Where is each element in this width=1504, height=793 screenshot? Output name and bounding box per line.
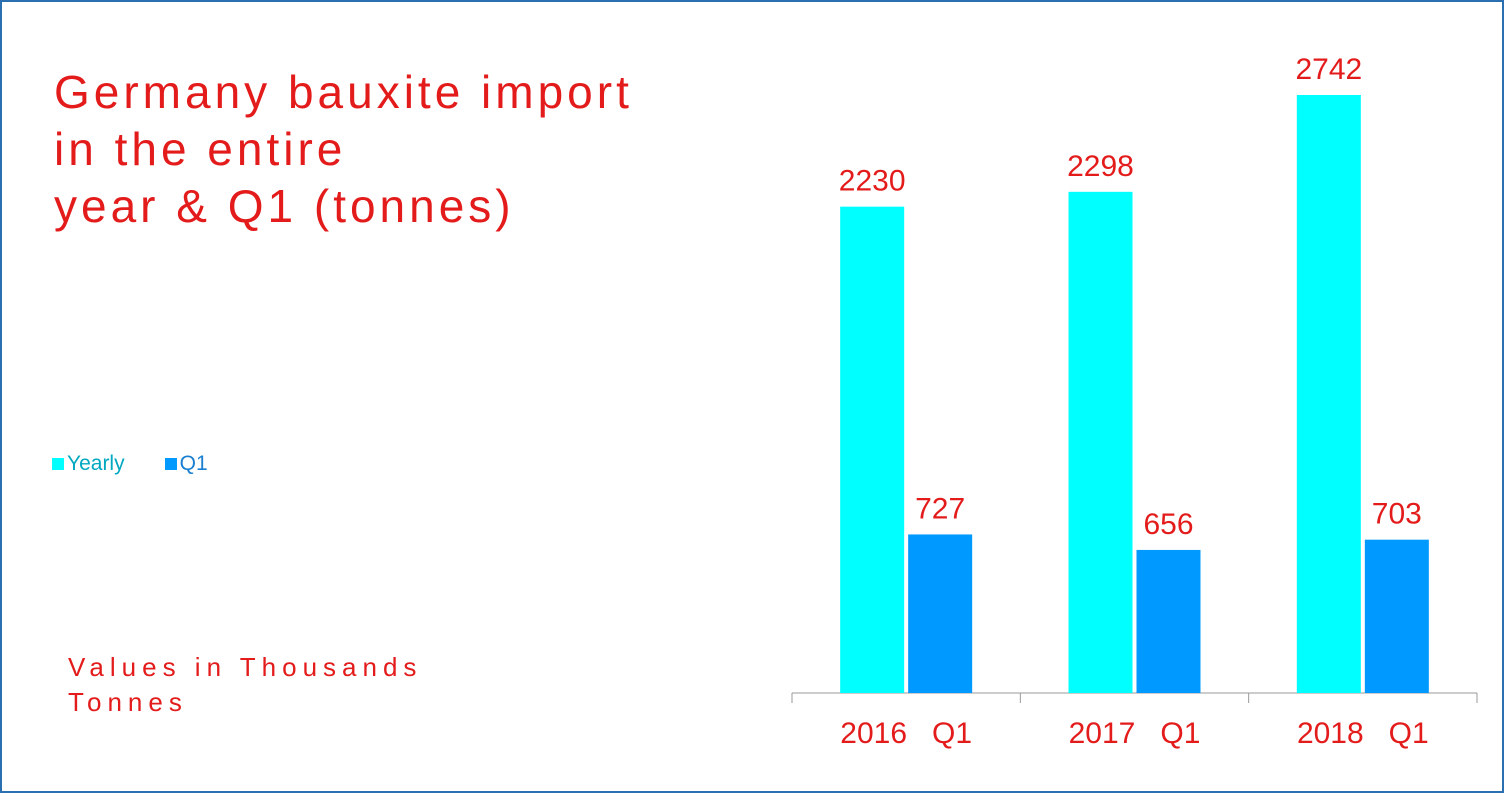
bar (1364, 539, 1429, 693)
value-label: 2742 (1295, 53, 1362, 86)
bar (840, 206, 905, 693)
x-tick-label: 2017 Q1 (1069, 717, 1201, 750)
legend-swatch (52, 458, 64, 470)
x-tick-label: 2016 Q1 (840, 717, 972, 750)
bar (908, 534, 973, 693)
bar (1068, 191, 1133, 693)
legend: Yearly Q1 (52, 452, 208, 476)
chart-title: Germany bauxite import in the entire yea… (54, 66, 633, 232)
legend-label: Q1 (179, 452, 208, 475)
legend-swatch (164, 458, 177, 470)
value-label: 2230 (839, 165, 906, 198)
value-label: 703 (1372, 498, 1422, 531)
x-tick-label: 2018 Q1 (1297, 717, 1429, 750)
bar (1136, 549, 1201, 693)
value-label: 656 (1143, 508, 1193, 541)
unit-note: Values in Thousands Tonnes (68, 652, 423, 717)
bar (1296, 95, 1361, 693)
value-label: 2298 (1067, 150, 1134, 183)
legend-entry: Q1 (164, 452, 208, 476)
legend-label: Yearly (67, 452, 125, 475)
value-label: 727 (915, 492, 965, 525)
legend-entry: Yearly (52, 452, 125, 476)
